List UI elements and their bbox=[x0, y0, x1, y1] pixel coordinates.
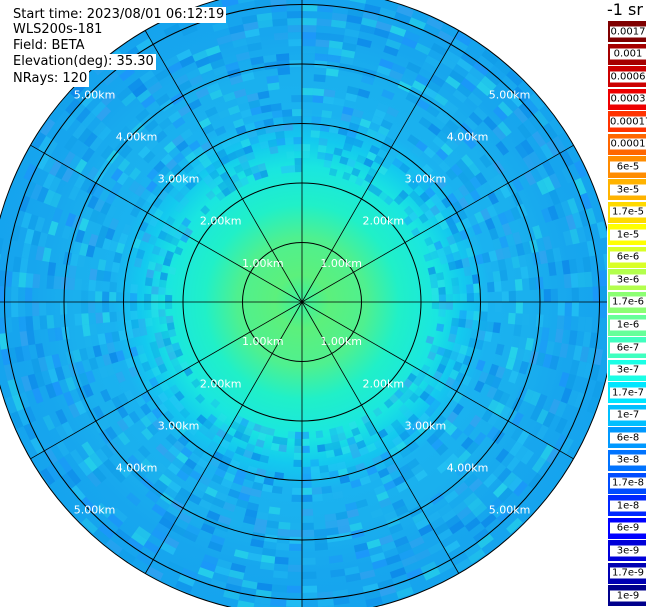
range-ring-label: 5.00km bbox=[74, 89, 116, 102]
range-ring-label: 5.00km bbox=[489, 89, 531, 102]
colorbar-tick-label: 0.0003 bbox=[610, 93, 646, 105]
range-ring-label: 4.00km bbox=[116, 462, 158, 475]
colorbar-swatch: 6e-5 bbox=[607, 155, 647, 179]
range-ring-label: 2.00km bbox=[363, 215, 405, 228]
colorbar-swatch: 1.7e-5 bbox=[607, 200, 647, 224]
range-ring-label: 1.00km bbox=[320, 335, 362, 348]
colorbar-title: -1 sr bbox=[607, 0, 643, 19]
azimuth-spoke bbox=[144, 301, 303, 574]
colorbar-swatch: 1e-6 bbox=[607, 313, 647, 337]
colorbar-swatch: 1e-7 bbox=[607, 403, 647, 427]
colorbar-swatch: 3e-6 bbox=[607, 268, 647, 292]
colorbar-tick-label: 6e-8 bbox=[610, 432, 646, 444]
colorbar-swatch: 0.001 bbox=[607, 42, 647, 66]
colorbar-swatch: 1e-8 bbox=[607, 494, 647, 518]
colorbar-tick-label: 1e-7 bbox=[610, 409, 646, 421]
colorbar-swatch: 6e-7 bbox=[607, 336, 647, 360]
range-ring-label: 3.00km bbox=[405, 419, 447, 432]
scan-field bbox=[0, 0, 616, 607]
colorbar-swatch: 3e-9 bbox=[607, 539, 647, 563]
colorbar-tick-label: 0.0006 bbox=[610, 71, 646, 83]
range-ring-label: 2.00km bbox=[363, 377, 405, 390]
colorbar-tick-label: 3e-9 bbox=[610, 545, 646, 557]
colorbar-swatch: 1.7e-7 bbox=[607, 381, 647, 405]
colorbar-swatch: 1e-9 bbox=[607, 584, 647, 607]
range-ring-label: 3.00km bbox=[405, 173, 447, 186]
azimuth-spoke bbox=[301, 301, 574, 460]
colorbar-tick-label: 6e-6 bbox=[610, 251, 646, 263]
start-time-label: Start time: 2023/08/01 06:12:19 bbox=[11, 7, 227, 23]
range-ring-label: 4.00km bbox=[447, 462, 489, 475]
range-ring-label: 5.00km bbox=[74, 504, 116, 517]
colorbar-tick-label: 1.7e-8 bbox=[610, 477, 646, 489]
colorbar-tick-label: 3e-5 bbox=[610, 184, 646, 196]
colorbar-swatch: 6e-6 bbox=[607, 245, 647, 269]
colorbar-swatch: 0.0006 bbox=[607, 65, 647, 89]
colorbar-swatch: 6e-8 bbox=[607, 426, 647, 450]
colorbar-swatch: 0.0017 bbox=[607, 20, 647, 44]
range-ring-label: 3.00km bbox=[158, 173, 200, 186]
colorbar-tick-label: 3e-6 bbox=[610, 274, 646, 286]
colorbar-swatch: 1.7e-8 bbox=[607, 471, 647, 495]
range-ring-labels: 1.00km 2.00km 3.00km 4.00km 5.00km 1.00km 2.00… bbox=[74, 89, 531, 517]
azimuth-spoke bbox=[301, 301, 460, 574]
colorbar-swatch: 0.00017 bbox=[607, 110, 647, 134]
colorbar-tick-label: 0.0001 bbox=[610, 138, 646, 150]
range-ring-label: 2.00km bbox=[200, 215, 242, 228]
colorbar-tick-label: 0.001 bbox=[610, 48, 646, 60]
colorbar-swatch: 1.7e-9 bbox=[607, 561, 647, 585]
colorbar-tick-label: 1e-9 bbox=[610, 590, 646, 602]
colorbar-tick-label: 0.00017 bbox=[610, 116, 647, 128]
colorbar-swatch: 3e-7 bbox=[607, 358, 647, 382]
range-gate-texture bbox=[0, 0, 614, 607]
colorbar-tick-label: 1e-5 bbox=[610, 229, 646, 241]
colorbar-tick-label: 1.7e-5 bbox=[610, 206, 646, 218]
colorbar-tick-label: 1.7e-6 bbox=[610, 296, 646, 308]
range-ring-label: 1.00km bbox=[320, 257, 362, 270]
colorbar-swatch: 1.7e-6 bbox=[607, 290, 647, 314]
range-ring-label: 1.00km bbox=[242, 335, 284, 348]
colorbar-swatch: 0.0003 bbox=[607, 87, 647, 111]
colorbar-tick-label: 3e-7 bbox=[610, 364, 646, 376]
colorbar-swatch: 0.0001 bbox=[607, 132, 647, 156]
colorbar-swatch: 3e-5 bbox=[607, 178, 647, 202]
range-ring-label: 1.00km bbox=[242, 257, 284, 270]
colorbar-tick-label: 6e-9 bbox=[610, 522, 646, 534]
azimuth-spoke bbox=[301, 30, 460, 303]
azimuth-spoke bbox=[30, 144, 303, 303]
colorbar-tick-label: 3e-8 bbox=[610, 454, 646, 466]
colorbar-swatch: 6e-9 bbox=[607, 516, 647, 540]
range-ring-label: 5.00km bbox=[489, 504, 531, 517]
colorbar-tick-label: 1e-8 bbox=[610, 500, 646, 512]
azimuth-spoke bbox=[301, 144, 574, 303]
range-ring-label: 4.00km bbox=[116, 131, 158, 144]
instrument-label: WLS200s-181 bbox=[11, 22, 105, 38]
colorbar-tick-label: 1.7e-7 bbox=[610, 387, 646, 399]
azimuth-spoke bbox=[144, 30, 303, 303]
range-ring-label: 4.00km bbox=[447, 131, 489, 144]
colorbar-tick-label: 6e-5 bbox=[610, 161, 646, 173]
nrays-label: NRays: 120 bbox=[11, 71, 90, 87]
colorbar-tick-label: 6e-7 bbox=[610, 342, 646, 354]
colorbar-swatch: 1e-5 bbox=[607, 223, 647, 247]
range-ring-label: 2.00km bbox=[200, 377, 242, 390]
colorbar-tick-label: 0.0017 bbox=[610, 26, 646, 38]
range-ring-label: 3.00km bbox=[158, 419, 200, 432]
elevation-label: Elevation(deg): 35.30 bbox=[11, 54, 156, 70]
azimuth-spokes bbox=[0, 0, 616, 607]
colorbar-swatch: 3e-8 bbox=[607, 448, 647, 473]
azimuth-spoke bbox=[30, 301, 303, 460]
field-label: Field: BETA bbox=[11, 38, 87, 54]
colorbar-tick-label: 1.7e-9 bbox=[610, 567, 646, 579]
colorbar-tick-label: 1e-6 bbox=[610, 319, 646, 331]
